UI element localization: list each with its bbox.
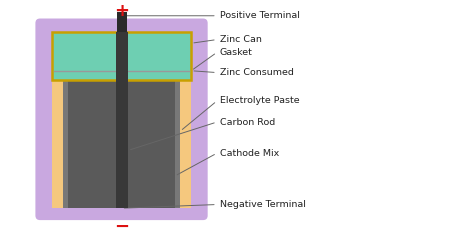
Text: +: +: [114, 2, 129, 20]
Bar: [63, 80, 68, 208]
Bar: [52, 32, 191, 208]
Bar: [68, 80, 175, 208]
Text: Zinc Consumed: Zinc Consumed: [219, 68, 293, 77]
Text: Cathode Mix: Cathode Mix: [219, 149, 279, 158]
Text: Positive Terminal: Positive Terminal: [219, 11, 300, 20]
Text: Electrolyte Paste: Electrolyte Paste: [219, 96, 299, 105]
Text: Carbon Rod: Carbon Rod: [219, 118, 275, 127]
Bar: [175, 80, 180, 208]
FancyBboxPatch shape: [36, 18, 208, 220]
Bar: [52, 32, 191, 80]
Bar: [116, 32, 128, 208]
Text: Zinc Can: Zinc Can: [219, 35, 262, 44]
Text: −: −: [114, 218, 129, 236]
Bar: [52, 32, 191, 80]
Bar: [117, 12, 127, 32]
Text: Gasket: Gasket: [219, 48, 253, 57]
Text: Negative Terminal: Negative Terminal: [219, 200, 305, 209]
